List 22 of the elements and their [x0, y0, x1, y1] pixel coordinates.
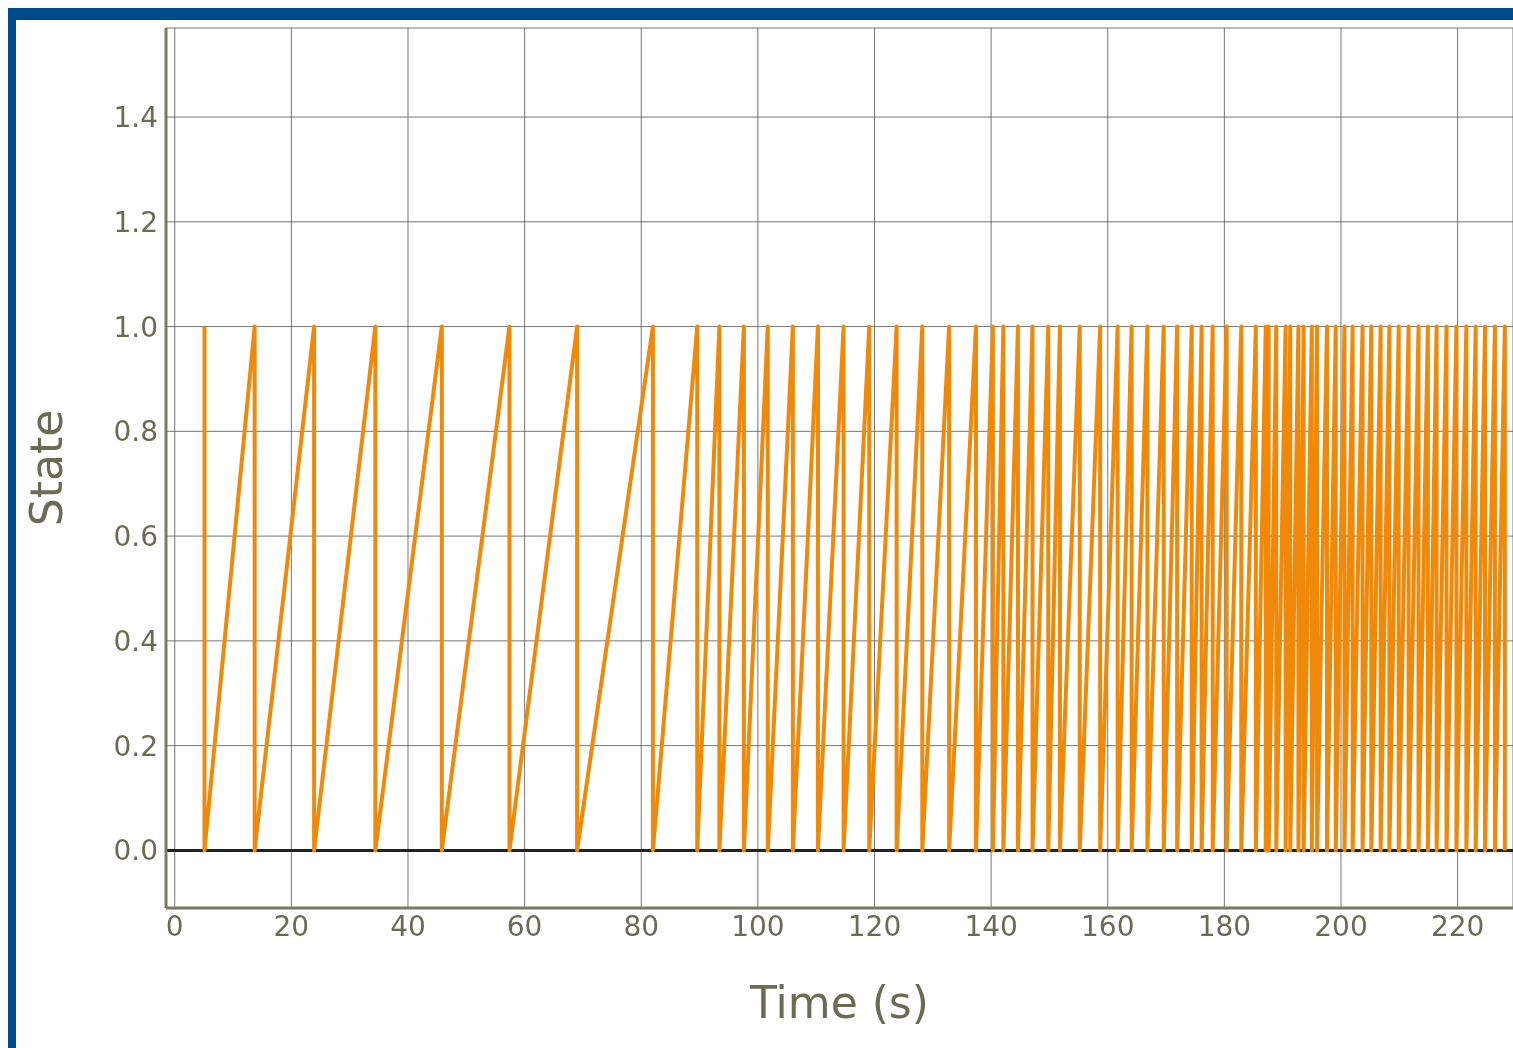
- x-tick-label: 120: [847, 909, 902, 943]
- x-tick-label: 140: [964, 909, 1018, 943]
- x-tick-label: 100: [731, 909, 785, 943]
- y-tick-label: 1.0: [113, 310, 158, 344]
- x-tick-label: 80: [623, 909, 660, 943]
- x-tick-label: 0: [165, 909, 184, 943]
- y-tick-label: 1.2: [113, 205, 158, 239]
- y-axis-title: State: [20, 409, 72, 527]
- y-tick-label: 0.2: [113, 729, 158, 763]
- x-axis-title: Time (s): [749, 977, 929, 1028]
- x-tick-label: 60: [506, 909, 543, 943]
- y-tick-label: 0.8: [113, 415, 158, 449]
- x-tick-label: 220: [1430, 909, 1485, 943]
- x-tick-label: 180: [1197, 909, 1252, 943]
- x-tick-label: 200: [1314, 909, 1368, 943]
- x-tick-label: 20: [273, 909, 310, 943]
- y-tick-label: 1.4: [113, 100, 158, 134]
- y-tick-label: 0.4: [113, 624, 158, 658]
- y-tick-label: 0.6: [113, 520, 158, 554]
- x-tick-label: 40: [390, 909, 426, 943]
- y-tick-label: 0.0: [113, 834, 158, 868]
- x-tick-label: 160: [1081, 909, 1135, 943]
